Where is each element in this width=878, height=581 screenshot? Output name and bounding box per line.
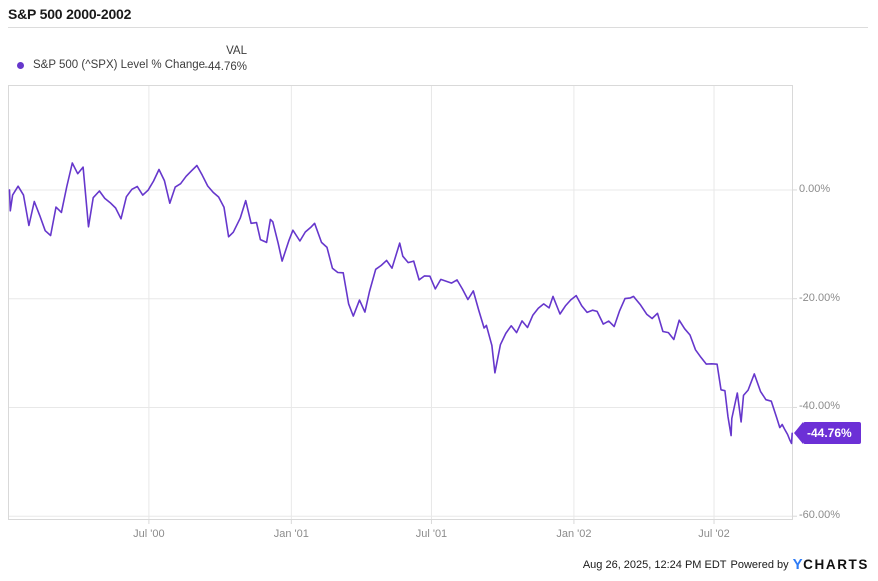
title-divider <box>8 27 868 28</box>
val-header: VAL <box>226 45 247 57</box>
x-axis-label: Jul '01 <box>415 528 448 540</box>
x-axis-label: Jul '00 <box>133 528 165 540</box>
ycharts-logo-charts: CHARTS <box>803 557 869 572</box>
y-axis-label: -60.00% <box>799 509 840 522</box>
series-label: S&P 500 (^SPX) Level % Change <box>33 59 206 71</box>
val-column: VAL -44.76% <box>120 44 247 75</box>
page-title: S&P 500 2000-2002 <box>8 6 132 22</box>
val-value: -44.76% <box>204 61 247 73</box>
powered-by-label: Powered by <box>730 558 789 571</box>
badge-value: -44.76% <box>803 422 861 445</box>
y-axis-label: -20.00% <box>799 291 840 304</box>
x-axis-label: Jul '02 <box>698 528 730 540</box>
y-axis-label: -40.00% <box>799 400 840 413</box>
line-chart-svg <box>8 85 797 524</box>
plot-area[interactable] <box>8 85 797 524</box>
x-axis-label: Jan '02 <box>556 528 592 540</box>
footer-timestamp: Aug 26, 2025, 12:24 PM EDT <box>582 558 727 571</box>
ycharts-logo-y: Y <box>792 556 804 573</box>
last-value-badge: -44.76% <box>794 422 861 445</box>
badge-arrow-icon <box>794 422 803 445</box>
series-marker-icon <box>17 62 24 69</box>
y-axis-label: 0.00% <box>799 182 831 195</box>
x-axis-label: Jan '01 <box>273 528 309 540</box>
ycharts-logo[interactable]: Y CHARTS <box>793 556 869 573</box>
